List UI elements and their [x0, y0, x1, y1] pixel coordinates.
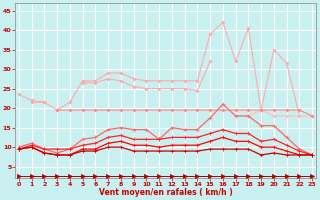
X-axis label: Vent moyen/en rafales ( km/h ): Vent moyen/en rafales ( km/h ) [99, 188, 232, 197]
